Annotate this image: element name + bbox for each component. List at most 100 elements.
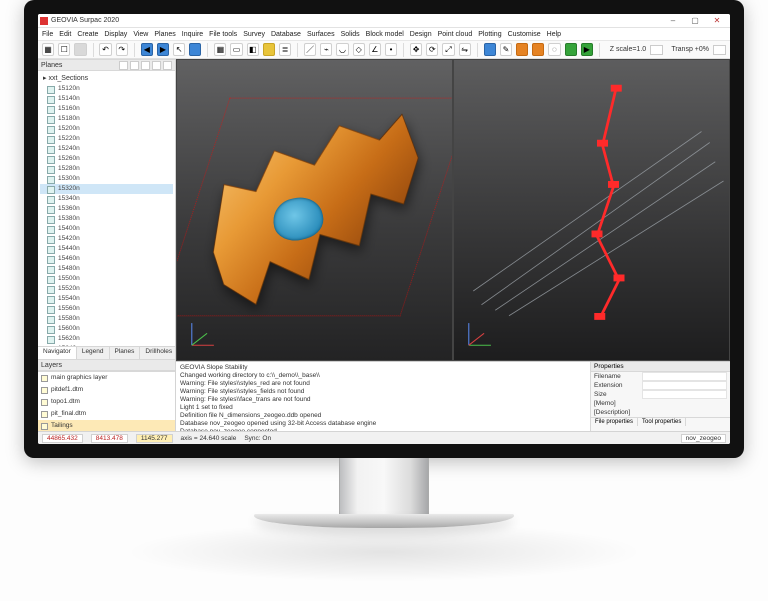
planes-btn-5[interactable]: [163, 61, 172, 70]
menu-item-customise[interactable]: Customise: [508, 31, 541, 38]
tool-line-icon[interactable]: ／: [304, 43, 316, 56]
section-plane-item[interactable]: 15460n: [40, 254, 173, 264]
section-plane-item[interactable]: 15300n: [40, 174, 173, 184]
section-plane-item[interactable]: 15220n: [40, 134, 173, 144]
tab-tool-properties[interactable]: Tool properties: [638, 418, 686, 426]
layer-row[interactable]: Tailings: [38, 420, 175, 431]
tool-angle-icon[interactable]: ∠: [369, 43, 381, 56]
layer-row[interactable]: pitdef1.dtm: [38, 384, 175, 396]
section-plane-item[interactable]: 15160n: [40, 104, 173, 114]
planes-tree[interactable]: ▸ xxt_Sections15120n15140n15160n15180n15…: [38, 71, 175, 346]
layers-list[interactable]: main graphics layerpitdef1.dtmtopo1.dtmp…: [38, 371, 175, 431]
section-plane-item[interactable]: 15260n: [40, 154, 173, 164]
section-plane-item[interactable]: 15640n: [40, 344, 173, 346]
layer-visibility-checkbox[interactable]: [41, 399, 48, 406]
planes-btn-2[interactable]: [130, 61, 139, 70]
tool-move-icon[interactable]: ✥: [410, 43, 422, 56]
tool-cube-icon[interactable]: ◧: [247, 43, 259, 56]
left-tab-drillholes[interactable]: Drillholes: [140, 347, 178, 359]
viewport-drillholes-3d[interactable]: [453, 59, 730, 361]
left-tab-navigator[interactable]: Navigator: [38, 347, 77, 359]
section-plane-item[interactable]: 15140n: [40, 94, 173, 104]
menu-item-plotting[interactable]: Plotting: [478, 31, 501, 38]
planes-btn-4[interactable]: [152, 61, 161, 70]
menu-item-point-cloud[interactable]: Point cloud: [438, 31, 473, 38]
tool-pline-icon[interactable]: ⌁: [320, 43, 332, 56]
tool-measure-icon[interactable]: [189, 43, 201, 56]
layer-visibility-checkbox[interactable]: [41, 411, 48, 418]
window-minimize[interactable]: –: [662, 16, 684, 25]
section-plane-item[interactable]: 15280n: [40, 164, 173, 174]
tool-colour-icon[interactable]: [484, 43, 496, 56]
tool-select-icon[interactable]: [516, 43, 528, 56]
layer-visibility-checkbox[interactable]: [41, 375, 48, 382]
section-plane-item[interactable]: 15620n: [40, 334, 173, 344]
menu-item-block-model[interactable]: Block model: [366, 31, 404, 38]
menu-item-file-tools[interactable]: File tools: [209, 31, 237, 38]
window-maximize[interactable]: ▢: [684, 16, 706, 25]
tool-redo-icon[interactable]: ↷: [116, 43, 128, 56]
layer-row[interactable]: main graphics layer: [38, 372, 175, 384]
tool-layers-icon[interactable]: ≣: [279, 43, 291, 56]
section-plane-item[interactable]: 15180n: [40, 114, 173, 124]
tab-file-properties[interactable]: File properties: [591, 418, 638, 426]
menu-item-view[interactable]: View: [133, 31, 148, 38]
section-plane-item[interactable]: 15420n: [40, 234, 173, 244]
tool-poly-icon[interactable]: ◇: [353, 43, 365, 56]
tool-apply-icon[interactable]: [565, 43, 577, 56]
section-plane-item[interactable]: 15500n: [40, 274, 173, 284]
tool-cursor-icon[interactable]: ↖: [173, 43, 185, 56]
menu-item-surfaces[interactable]: Surfaces: [307, 31, 335, 38]
layer-row[interactable]: pit_final.dtm: [38, 408, 175, 420]
tool-new-icon[interactable]: ▦: [42, 43, 54, 56]
tool-light-icon[interactable]: [263, 43, 275, 56]
tool-nav-right-icon[interactable]: ▶: [157, 43, 169, 56]
tool-box-icon[interactable]: ▭: [230, 43, 242, 56]
section-plane-item[interactable]: 15200n: [40, 124, 173, 134]
menu-item-survey[interactable]: Survey: [243, 31, 265, 38]
tool-save-icon[interactable]: [74, 43, 86, 56]
console-log[interactable]: GEOVIA Slope StabilityChanged working di…: [176, 362, 590, 431]
section-plane-item[interactable]: 15380n: [40, 214, 173, 224]
section-plane-item[interactable]: 15440n: [40, 244, 173, 254]
section-plane-item[interactable]: 15360n: [40, 204, 173, 214]
tool-undo-icon[interactable]: ↶: [99, 43, 111, 56]
section-plane-item[interactable]: 15320n: [40, 184, 173, 194]
section-plane-item[interactable]: 15340n: [40, 194, 173, 204]
property-value[interactable]: [642, 372, 727, 381]
tool-nav-left-icon[interactable]: ◀: [141, 43, 153, 56]
tool-open-icon[interactable]: ☐: [58, 43, 70, 56]
menu-item-design[interactable]: Design: [410, 31, 432, 38]
property-value[interactable]: [642, 390, 727, 399]
section-plane-item[interactable]: 15600n: [40, 324, 173, 334]
menu-item-edit[interactable]: Edit: [59, 31, 71, 38]
tool-node-icon[interactable]: •: [385, 43, 397, 56]
tree-root[interactable]: ▸ xxt_Sections: [40, 74, 173, 82]
section-plane-item[interactable]: 15580n: [40, 314, 173, 324]
planes-btn-1[interactable]: [119, 61, 128, 70]
z-scale-field[interactable]: ⠀: [650, 45, 663, 55]
menu-item-planes[interactable]: Planes: [154, 31, 175, 38]
tool-brush-icon[interactable]: [532, 43, 544, 56]
section-plane-item[interactable]: 15560n: [40, 304, 173, 314]
tool-arc-icon[interactable]: ◡: [336, 43, 348, 56]
tool-pen-icon[interactable]: ✎: [500, 43, 512, 56]
tool-scale-icon[interactable]: ⤢: [442, 43, 454, 56]
left-tab-planes[interactable]: Planes: [110, 347, 141, 359]
tool-run-icon[interactable]: ▶: [581, 43, 593, 56]
layer-visibility-checkbox[interactable]: [41, 423, 48, 430]
property-value[interactable]: [642, 381, 727, 390]
section-plane-item[interactable]: 15240n: [40, 144, 173, 154]
menu-item-display[interactable]: Display: [104, 31, 127, 38]
layer-row[interactable]: topo1.dtm: [38, 396, 175, 408]
viewport-terrain-3d[interactable]: [176, 59, 453, 361]
planes-btn-3[interactable]: [141, 61, 150, 70]
menu-item-file[interactable]: File: [42, 31, 53, 38]
menu-item-create[interactable]: Create: [77, 31, 98, 38]
menu-item-solids[interactable]: Solids: [341, 31, 360, 38]
section-plane-item[interactable]: 15120n: [40, 84, 173, 94]
transparency-field[interactable]: ⠀: [713, 45, 726, 55]
section-plane-item[interactable]: 15520n: [40, 284, 173, 294]
menu-item-database[interactable]: Database: [271, 31, 301, 38]
window-close[interactable]: ✕: [706, 16, 728, 25]
